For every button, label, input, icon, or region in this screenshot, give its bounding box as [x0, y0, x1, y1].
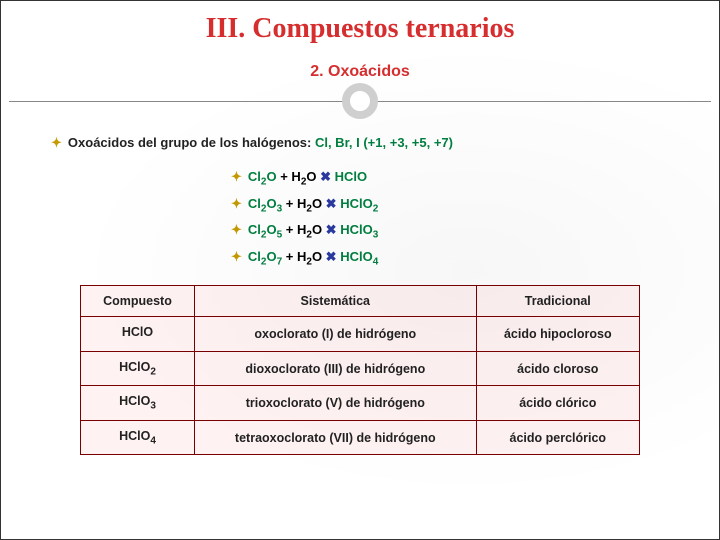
halogen-list: Cl, Br, I (+1, +3, +5, +7)	[315, 135, 453, 150]
bullet-icon: ✦	[231, 196, 242, 211]
product: HClO2	[337, 196, 379, 211]
bullet-icon: ✦	[231, 222, 242, 237]
cell-sistematica: tetraoxoclorato (VII) de hidrógeno	[194, 420, 476, 455]
cell-tradicional: ácido perclórico	[476, 420, 639, 455]
cell-compuesto: HClO3	[81, 386, 195, 421]
divider-circle	[342, 83, 378, 119]
product: HClO3	[337, 222, 379, 237]
arrow-icon: ✖	[326, 222, 337, 237]
arrow-icon: ✖	[326, 249, 337, 264]
oxide: Cl2O7	[248, 249, 282, 264]
col-sistematica: Sistemática	[194, 286, 476, 317]
oxide: Cl2O5	[248, 222, 282, 237]
content-area: ✦ Oxoácidos del grupo de los halógenos: C…	[1, 127, 719, 455]
table-row: HClO2 dioxoclorato (III) de hidrógeno ác…	[81, 351, 640, 386]
slide-subtitle: 2. Oxoácidos	[1, 63, 719, 81]
oxide: Cl2O	[248, 169, 277, 184]
product: HClO	[331, 169, 367, 184]
bullet-icon: ✦	[51, 135, 62, 150]
cell-sistematica: oxoclorato (I) de hidrógeno	[194, 317, 476, 352]
arrow-icon: ✖	[320, 169, 331, 184]
cell-tradicional: ácido cloroso	[476, 351, 639, 386]
col-compuesto: Compuesto	[81, 286, 195, 317]
slide-title: III. Compuestos ternarios	[1, 13, 719, 45]
product: HClO4	[337, 249, 379, 264]
plus-h2o: + H2O	[282, 222, 326, 237]
plus-h2o: + H2O	[277, 169, 321, 184]
cell-compuesto: HClO2	[81, 351, 195, 386]
slide-frame: III. Compuestos ternarios 2. Oxoácidos ✦…	[0, 0, 720, 540]
col-tradicional: Tradicional	[476, 286, 639, 317]
table-row: HClO3 trioxoclorato (V) de hidrógeno áci…	[81, 386, 640, 421]
arrow-icon: ✖	[326, 196, 337, 211]
plus-h2o: + H2O	[282, 249, 326, 264]
table-row: HClO4 tetraoxoclorato (VII) de hidrógeno…	[81, 420, 640, 455]
reaction-row: ✦ Cl2O7 + H2O ✖ HClO4	[231, 245, 669, 272]
reaction-row: ✦ Cl2O + H2O ✖ HClO	[231, 165, 669, 192]
reaction-list: ✦Cl2O + H2O ✖ HClO ✦Cl2O3 + H2O ✖ HClO2 …	[231, 165, 669, 271]
cell-compuesto: HClO4	[81, 420, 195, 455]
cell-tradicional: ácido clórico	[476, 386, 639, 421]
bullet-icon: ✦	[231, 249, 242, 264]
lead-line: ✦ Oxoácidos del grupo de los halógenos: C…	[51, 135, 669, 151]
oxide: Cl2O3	[248, 196, 282, 211]
nomenclature-table: Compuesto Sistemática Tradicional HClO o…	[80, 285, 640, 455]
reaction-row: ✦ Cl2O5 + H2O ✖ HClO3	[231, 218, 669, 245]
reaction-row: ✦ Cl2O3 + H2O ✖ HClO2	[231, 192, 669, 219]
table-row: HClO oxoclorato (I) de hidrógeno ácido h…	[81, 317, 640, 352]
cell-compuesto: HClO	[81, 317, 195, 352]
bullet-icon: ✦	[231, 169, 242, 184]
plus-h2o: + H2O	[282, 196, 326, 211]
divider-ring	[1, 83, 719, 127]
table-header-row: Compuesto Sistemática Tradicional	[81, 286, 640, 317]
cell-sistematica: dioxoclorato (III) de hidrógeno	[194, 351, 476, 386]
cell-tradicional: ácido hipocloroso	[476, 317, 639, 352]
cell-sistematica: trioxoclorato (V) de hidrógeno	[194, 386, 476, 421]
lead-text: Oxoácidos del grupo de los halógenos:	[68, 135, 315, 150]
